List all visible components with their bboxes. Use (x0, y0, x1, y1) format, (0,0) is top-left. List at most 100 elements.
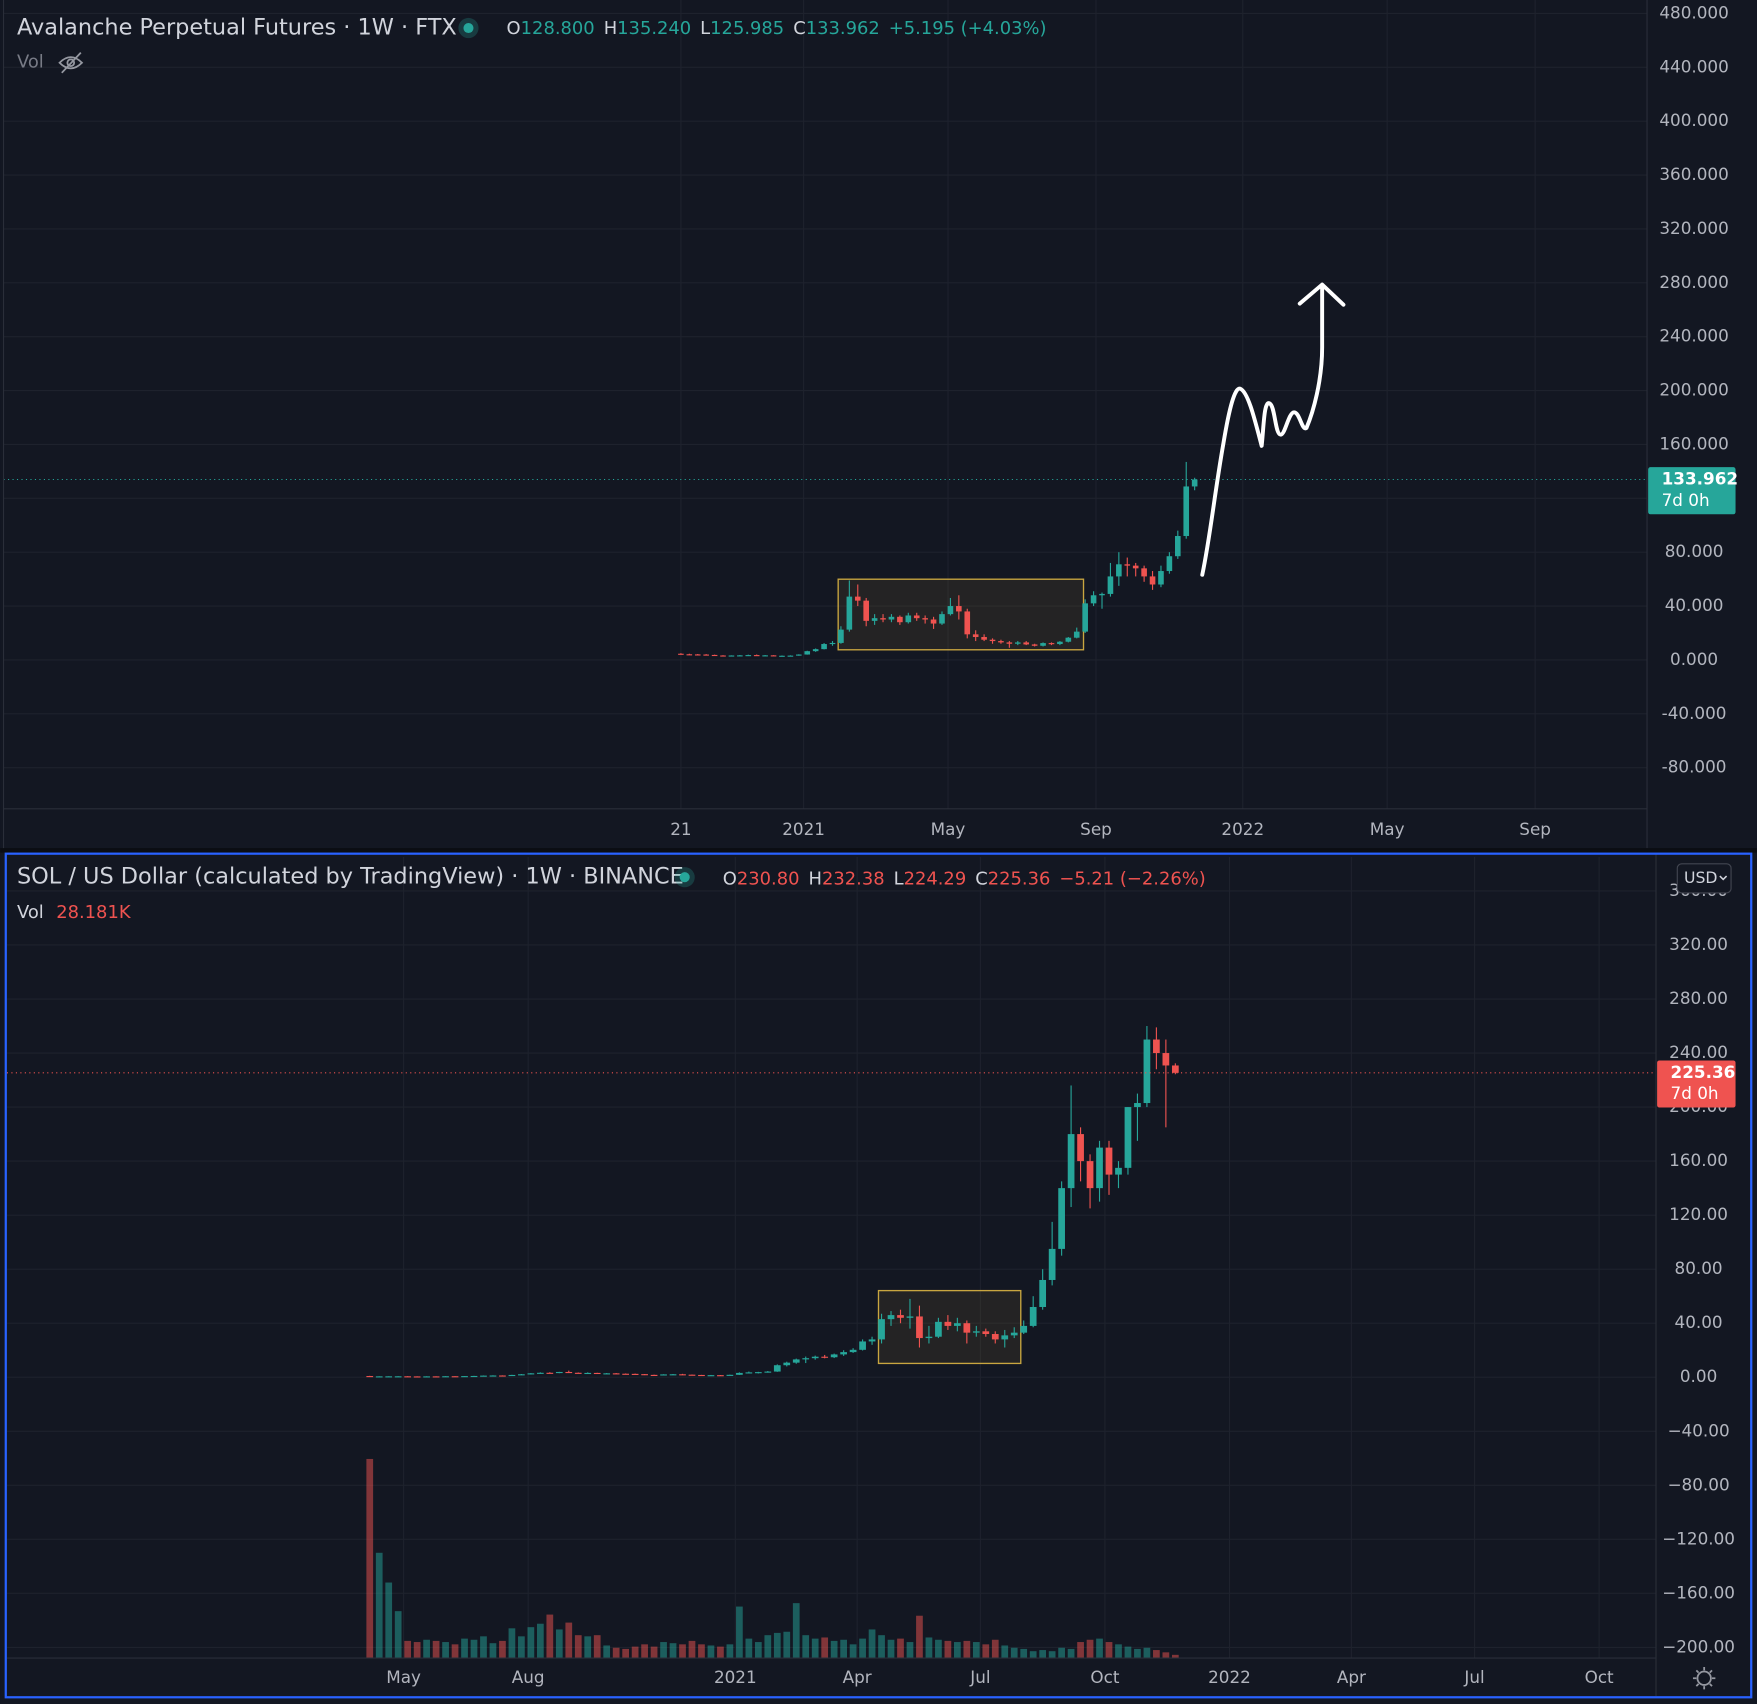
volume-bar (584, 1636, 592, 1659)
candle-body (906, 1316, 914, 1318)
ohlc-letter: O (507, 18, 521, 39)
ohlc-value: 128.800 (521, 18, 595, 39)
volume-bar (698, 1644, 705, 1659)
volume-bar (811, 1638, 819, 1659)
ohlc-value: 224.29 (904, 868, 967, 889)
volume-bar (972, 1642, 980, 1659)
y-tick-label: 280.000 (1659, 272, 1728, 292)
x-tick-label: Jul (1463, 1667, 1484, 1687)
gear[interactable] (1696, 1670, 1712, 1686)
x-tick-label: Sep (1080, 819, 1112, 839)
volume-title: Vol (17, 902, 44, 923)
slash (61, 52, 82, 74)
candle-body (686, 654, 693, 656)
ohlc-legend: O230.80 H232.38 L224.29 C225.36 −5.21 (−2.26… (723, 868, 1206, 889)
candle-body (846, 596, 853, 630)
highlight-box (877, 1289, 1022, 1365)
volume-bar (536, 1623, 544, 1659)
volume-bar (404, 1640, 412, 1659)
volume-bar (982, 1644, 990, 1659)
candle-body (451, 1376, 459, 1378)
gear-teeth[interactable] (1692, 1667, 1716, 1690)
y-tick-label: 0.00 (1680, 1366, 1717, 1386)
candle-body (1105, 1147, 1113, 1175)
candle-body (863, 600, 869, 621)
candle-body (905, 615, 912, 623)
candle-body (641, 1374, 648, 1376)
candle-body (508, 1374, 516, 1377)
y-tick-label: 0.000 (1670, 649, 1718, 669)
ohlc-letter: C (975, 868, 988, 889)
candle-body (622, 1373, 630, 1375)
volume-bar (802, 1635, 810, 1659)
candle-body (964, 611, 971, 635)
candle-body (489, 1375, 497, 1377)
y-tick-label: −200.00 (1662, 1636, 1735, 1656)
volume-bar (1001, 1645, 1009, 1659)
volume-bar (1010, 1647, 1018, 1659)
currency-button[interactable] (1676, 863, 1732, 894)
volume-bar (1124, 1646, 1132, 1659)
volume-bar (366, 1458, 374, 1659)
candle-body (991, 1334, 999, 1340)
x-tick-label: Oct (1090, 1667, 1119, 1687)
volume-bar (1162, 1652, 1170, 1659)
ohlc-value: 232.38 (822, 868, 885, 889)
candle-body (1166, 556, 1173, 572)
hidden-eye-icon (58, 52, 84, 74)
y-tick-label: -80.000 (1662, 757, 1727, 777)
candle-body (480, 1375, 487, 1377)
currency-label[interactable]: USD (1684, 868, 1718, 887)
volume-bar (745, 1638, 753, 1659)
candle-body (989, 639, 996, 642)
candle-body (720, 655, 726, 657)
candle-body (963, 1323, 971, 1333)
ohlc-letter: C (793, 18, 806, 39)
candle-body (840, 1352, 847, 1355)
candle-body (1162, 1053, 1170, 1066)
candle-body (1096, 1147, 1103, 1189)
candle-body (1048, 1248, 1056, 1280)
volume-bar (375, 1552, 383, 1659)
y-tick-label: 160.000 (1659, 433, 1728, 453)
x-tick-label: May (1370, 819, 1405, 839)
volume-bar (555, 1629, 563, 1659)
candle-body (728, 655, 735, 657)
candle-body (394, 1376, 402, 1378)
candle-body (745, 655, 752, 657)
settings-icon[interactable] (1692, 1667, 1716, 1690)
volume-bar (1115, 1644, 1122, 1659)
volume-bar (916, 1615, 923, 1659)
pupil (66, 58, 76, 67)
volume-bar (641, 1644, 648, 1659)
volume-bar (480, 1636, 487, 1659)
volume-bar (1077, 1642, 1084, 1659)
candle-body (998, 641, 1004, 643)
chevron[interactable] (1719, 875, 1728, 881)
change: +5.195 (+4.03%) (889, 18, 1047, 39)
candle-body (1149, 576, 1156, 585)
candle-body (1132, 565, 1139, 569)
volume-bar (717, 1646, 724, 1659)
volume-bar (451, 1644, 459, 1659)
candle-body (1029, 1306, 1037, 1326)
candle-body (518, 1374, 525, 1376)
candle-body (939, 614, 945, 624)
candle-body (854, 596, 861, 601)
candle-body (1086, 1161, 1094, 1189)
y-tick-label: −40.00 (1667, 1420, 1729, 1440)
candle-body (717, 1375, 724, 1377)
candle-body (413, 1376, 421, 1378)
ohlc-value: 230.80 (737, 868, 800, 889)
volume-bar (954, 1642, 961, 1659)
candle-body (546, 1372, 554, 1374)
candle-body (1010, 1332, 1018, 1336)
grid (3, 0, 1648, 809)
ohlc-letter: L (894, 868, 904, 889)
y-tick-label: 80.000 (1665, 541, 1724, 561)
x-tick-label: 2021 (782, 819, 825, 839)
candle-body (871, 618, 878, 621)
